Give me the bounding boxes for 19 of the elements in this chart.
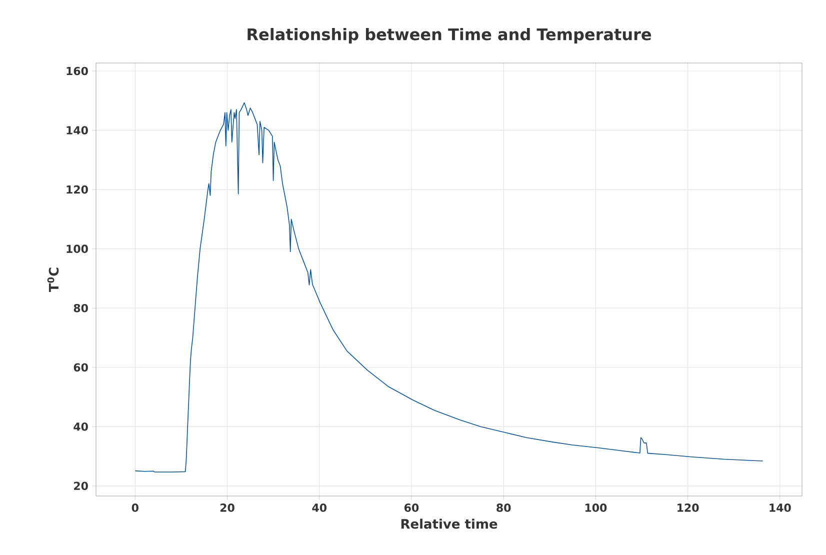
x-axis-title: Relative time [401, 518, 498, 529]
x-tick-label: 20 [220, 504, 234, 512]
y-tick-label: 160 [66, 66, 88, 76]
y-tick-label: 100 [66, 244, 88, 253]
x-tick-label: 140 [770, 504, 791, 512]
y-axis-title: T$^{0}$C [47, 268, 59, 292]
y-tick-label: 140 [66, 126, 88, 134]
x-tick-label: 100 [585, 504, 607, 512]
x-tick-label: 0 [132, 504, 138, 512]
y-tick-label: 40 [74, 422, 88, 431]
x-tick-label: 120 [678, 504, 699, 512]
x-tick-label: 40 [312, 504, 326, 512]
y-tick-label: 60 [74, 363, 88, 372]
x-tick-label: 80 [496, 504, 511, 512]
y-tick-label: 120 [66, 185, 88, 194]
y-tick-label: 80 [74, 304, 88, 312]
chart-title: Relationship between Time and Temperature [248, 28, 652, 44]
y-tick-label: 20 [74, 482, 88, 490]
x-tick-label: 60 [404, 504, 419, 512]
